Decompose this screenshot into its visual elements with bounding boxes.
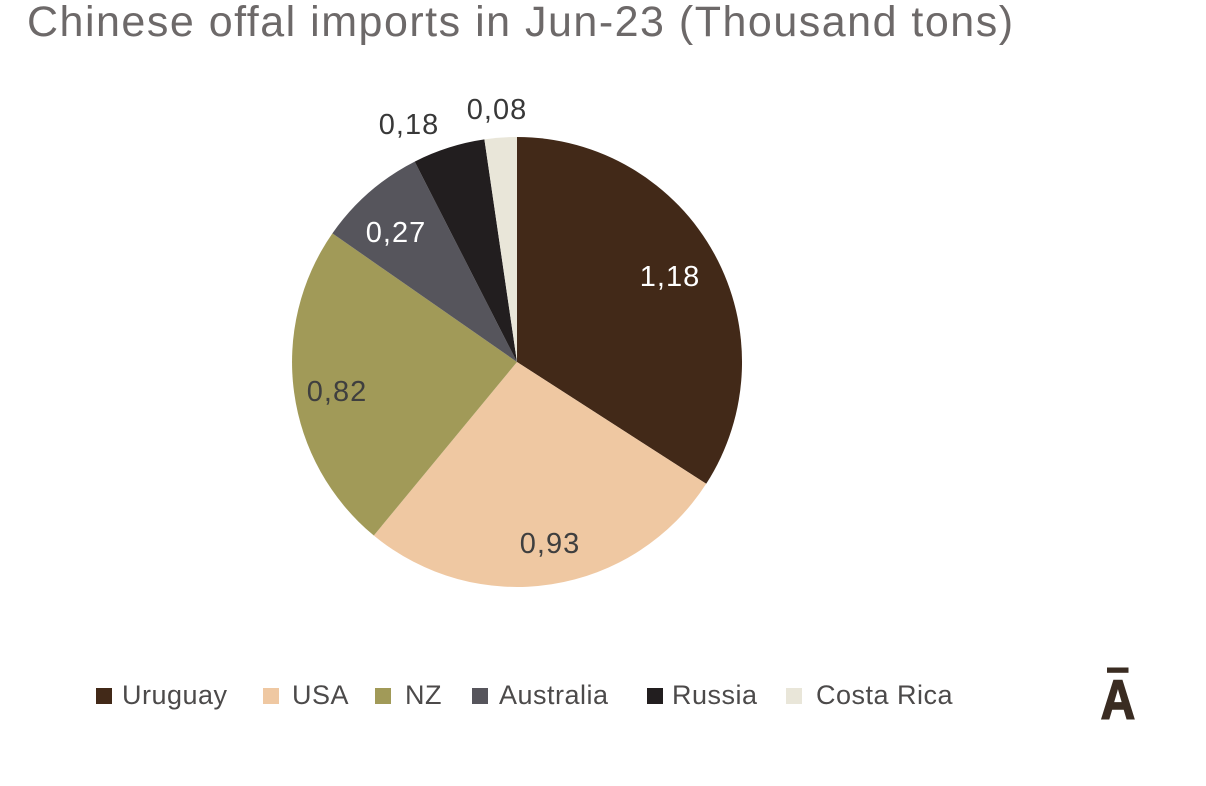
svg-text:1,18: 1,18 [640, 261, 700, 293]
svg-text:0,82: 0,82 [307, 376, 367, 408]
svg-text:0,93: 0,93 [520, 528, 580, 560]
svg-text:A: A [1101, 669, 1135, 731]
svg-text:0,08: 0,08 [467, 94, 527, 126]
svg-text:0,27: 0,27 [366, 217, 426, 249]
svg-text:0,18: 0,18 [379, 109, 439, 141]
